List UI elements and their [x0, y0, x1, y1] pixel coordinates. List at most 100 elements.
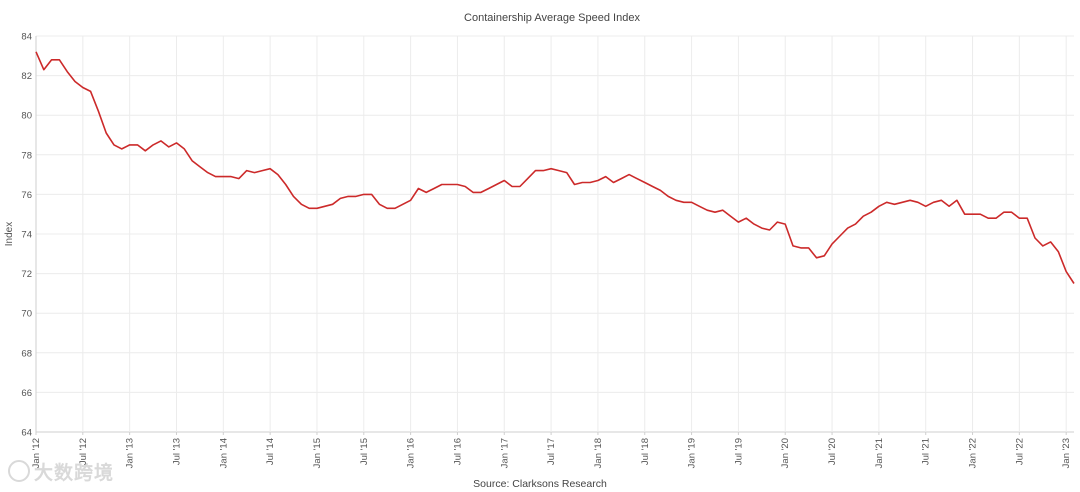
watermark-text: 大数跨境 — [34, 462, 115, 484]
data-point — [511, 185, 513, 187]
data-point — [807, 247, 809, 249]
data-point — [253, 171, 255, 173]
data-point — [729, 215, 731, 217]
data-point — [43, 69, 45, 71]
data-point — [683, 201, 685, 203]
data-point — [1042, 245, 1044, 247]
y-tick-label: 72 — [21, 269, 32, 280]
data-point — [581, 181, 583, 183]
data-point — [612, 181, 614, 183]
data-point — [761, 227, 763, 229]
data-point — [964, 213, 966, 215]
data-point — [667, 195, 669, 197]
data-point — [628, 173, 630, 175]
data-point — [971, 213, 973, 215]
data-point — [370, 193, 372, 195]
data-point — [519, 185, 521, 187]
data-point — [886, 201, 888, 203]
data-point — [238, 177, 240, 179]
data-point — [1057, 251, 1059, 253]
y-axis-label: Index — [4, 222, 15, 246]
x-tick-label: Jan '21 — [874, 438, 885, 468]
x-tick-label: Jan '20 — [780, 438, 791, 468]
data-point — [722, 209, 724, 211]
x-tick-label: Jan '12 — [31, 438, 42, 468]
data-point — [488, 187, 490, 189]
data-point — [893, 203, 895, 205]
x-tick-label: Jul '20 — [827, 438, 838, 465]
data-point — [472, 191, 474, 193]
data-point — [979, 213, 981, 215]
data-point — [441, 183, 443, 185]
data-point — [269, 168, 271, 170]
x-tick-label: Jan '15 — [312, 438, 323, 468]
data-point — [207, 171, 209, 173]
x-tick-label: Jan '18 — [593, 438, 604, 468]
y-tick-label: 82 — [21, 71, 32, 82]
data-point — [50, 59, 52, 61]
data-point — [175, 142, 177, 144]
data-point — [534, 169, 536, 171]
chart-title: Containership Average Speed Index — [464, 12, 640, 24]
data-point — [74, 80, 76, 82]
data-point — [917, 201, 919, 203]
data-point — [433, 187, 435, 189]
data-point — [932, 201, 934, 203]
x-tick-label: Jul '19 — [733, 438, 744, 465]
data-point — [745, 217, 747, 219]
data-point — [995, 217, 997, 219]
data-point — [409, 199, 411, 201]
data-point — [823, 255, 825, 257]
y-tick-label: 74 — [21, 230, 32, 241]
data-point — [909, 199, 911, 201]
data-point — [776, 221, 778, 223]
data-point — [503, 179, 505, 181]
data-point — [292, 195, 294, 197]
data-point — [784, 223, 786, 225]
y-tick-label: 76 — [21, 190, 32, 201]
data-point — [464, 185, 466, 187]
data-point — [58, 59, 60, 61]
data-point — [316, 207, 318, 209]
data-point — [714, 211, 716, 213]
x-tick-label: Jan '22 — [968, 438, 979, 468]
data-point — [308, 207, 310, 209]
data-point — [605, 175, 607, 177]
data-point — [558, 169, 560, 171]
data-point — [261, 169, 263, 171]
y-tick-label: 66 — [21, 388, 32, 399]
data-point — [160, 140, 162, 142]
x-tick-label: Jul '14 — [265, 438, 276, 465]
data-point — [956, 199, 958, 201]
data-point — [675, 199, 677, 201]
data-point — [136, 144, 138, 146]
data-point — [753, 223, 755, 225]
y-tick-label: 78 — [21, 150, 32, 161]
x-axis: Jan '12 Jul '12 Jan '13 Jul '13 Jan '14 Jul '… — [31, 432, 1072, 468]
data-point — [636, 177, 638, 179]
data-point — [363, 193, 365, 195]
data-point — [331, 203, 333, 205]
data-point — [378, 203, 380, 205]
x-tick-label: Jul '18 — [640, 438, 651, 465]
data-point — [659, 189, 661, 191]
y-tick-label: 80 — [21, 111, 32, 122]
data-point — [480, 191, 482, 193]
data-point — [277, 173, 279, 175]
data-point — [168, 146, 170, 148]
data-point — [1018, 217, 1020, 219]
data-point — [690, 201, 692, 203]
data-point — [940, 199, 942, 201]
data-point — [183, 148, 185, 150]
data-point — [878, 205, 880, 207]
data-point — [566, 171, 568, 173]
data-point — [550, 168, 552, 170]
series-group — [35, 51, 1075, 284]
data-point — [987, 217, 989, 219]
data-point — [300, 203, 302, 205]
data-point — [847, 227, 849, 229]
data-point — [214, 175, 216, 177]
watermark: 大数跨境 — [8, 458, 114, 485]
data-point — [394, 207, 396, 209]
data-point — [152, 144, 154, 146]
